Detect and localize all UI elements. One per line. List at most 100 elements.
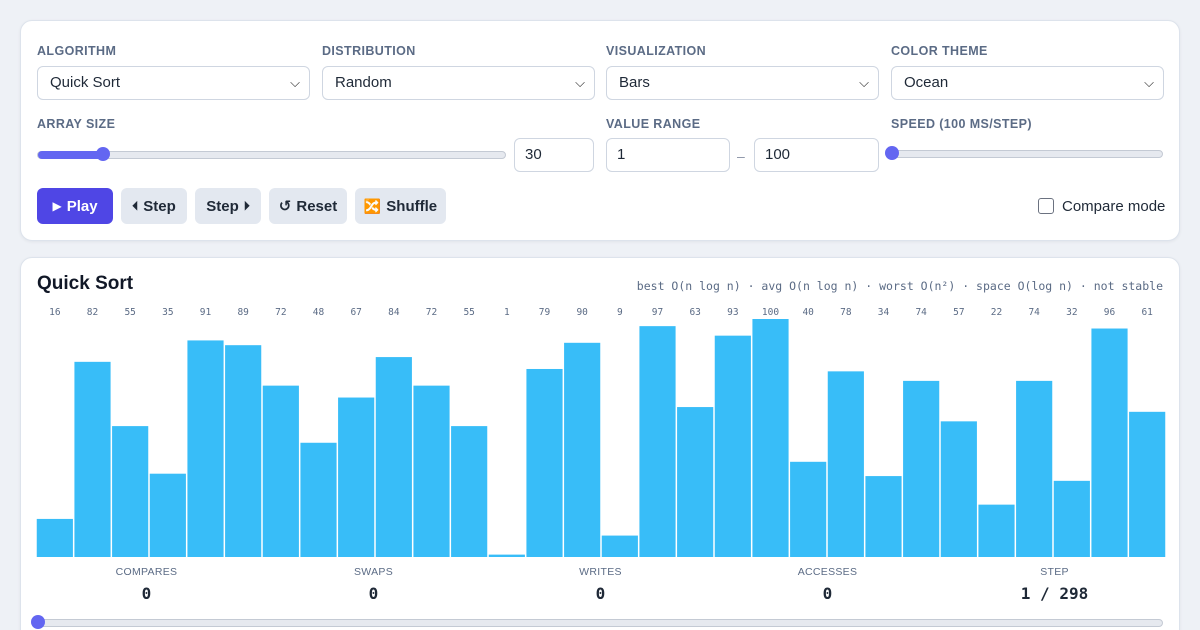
bar-value-label-22: 34 xyxy=(878,307,890,318)
bar-22 xyxy=(865,476,902,557)
bar-2 xyxy=(112,426,149,557)
bar-27 xyxy=(1053,480,1090,557)
stat-accesses: ACCESSES 0 xyxy=(714,566,941,603)
bar-value-label-18: 93 xyxy=(727,307,738,318)
bar-value-label-10: 72 xyxy=(426,307,437,318)
chevron-down-icon: ⌵ xyxy=(290,75,300,90)
reset-icon: ↺ xyxy=(278,198,292,215)
bar-value-label-11: 55 xyxy=(463,307,474,318)
speed-label: SPEED (100 MS/STEP) xyxy=(891,117,1032,131)
bar-value-label-9: 84 xyxy=(388,307,400,318)
bar-25 xyxy=(978,504,1015,557)
bar-11 xyxy=(451,426,488,557)
bar-0 xyxy=(36,518,73,557)
array-size-slider[interactable] xyxy=(37,147,506,161)
distribution-select-value: Random xyxy=(335,74,392,91)
bar-6 xyxy=(262,385,299,557)
play-button[interactable]: ▶ Play xyxy=(37,188,113,224)
bar-5 xyxy=(225,345,262,557)
visualization-panel: Quick Sort best O(n log n) · avg O(n log… xyxy=(20,257,1180,630)
stat-step: STEP 1 / 298 xyxy=(941,566,1168,603)
array-size-slider-thumb[interactable] xyxy=(96,147,111,161)
array-size-slider-fill xyxy=(38,151,104,159)
stat-writes: WRITES 0 xyxy=(487,566,714,603)
algorithm-label: ALGORITHM xyxy=(37,44,117,58)
bar-1 xyxy=(74,361,111,557)
step-back-button[interactable]: ⏴ Step xyxy=(121,188,187,224)
algorithm-select[interactable]: Quick Sort ⌵ xyxy=(37,66,310,100)
bar-29 xyxy=(1129,411,1166,557)
bar-3 xyxy=(149,473,186,557)
stat-accesses-label: ACCESSES xyxy=(797,566,858,578)
bar-value-label-27: 32 xyxy=(1066,307,1077,318)
bar-value-label-19: 100 xyxy=(762,307,779,318)
step-forward-button-label: Step xyxy=(206,197,239,215)
step-scrubber-thumb[interactable] xyxy=(31,615,45,629)
bar-value-label-17: 63 xyxy=(689,307,700,318)
compare-mode-label[interactable]: Compare mode xyxy=(1062,198,1166,215)
bar-17 xyxy=(677,407,714,557)
bar-value-label-23: 74 xyxy=(915,307,927,318)
stat-writes-value: 0 xyxy=(595,584,606,603)
value-range-min-input[interactable]: 1 xyxy=(606,138,730,172)
bar-value-label-25: 22 xyxy=(991,307,1002,318)
stat-writes-label: WRITES xyxy=(579,566,622,578)
step-scrubber[interactable] xyxy=(31,615,1163,629)
bar-value-label-6: 72 xyxy=(275,307,286,318)
caret-left-icon: ⏴ xyxy=(132,198,139,213)
bar-12 xyxy=(488,554,525,557)
visualization-label: VISUALIZATION xyxy=(606,44,707,58)
visualization-select-value: Bars xyxy=(619,74,650,91)
bar-26 xyxy=(1016,380,1053,557)
bar-value-label-7: 48 xyxy=(313,307,325,318)
reset-button[interactable]: ↺ Reset xyxy=(269,188,347,224)
step-forward-button[interactable]: Step ⏵ xyxy=(195,188,261,224)
bar-value-label-12: 1 xyxy=(504,307,510,318)
bar-value-label-4: 91 xyxy=(200,307,212,318)
distribution-select[interactable]: Random ⌵ xyxy=(322,66,595,100)
bar-14 xyxy=(564,342,601,557)
value-range-label: VALUE RANGE xyxy=(606,117,701,131)
bar-value-label-8: 67 xyxy=(350,307,361,318)
bar-value-label-5: 89 xyxy=(237,307,249,318)
shuffle-button[interactable]: 🔀 Shuffle xyxy=(355,188,446,224)
bars-chart: 16 82 55 35 91 89 72 48 67 84 72 55 1 79 90 9 97 63 93 100 4… xyxy=(36,307,1166,557)
shuffle-button-label: Shuffle xyxy=(386,197,438,215)
bar-23 xyxy=(903,380,940,557)
stat-swaps-value: 0 xyxy=(368,584,379,603)
controls-panel: ALGORITHM Quick Sort ⌵ DISTRIBUTION Rand… xyxy=(20,20,1180,241)
bar-value-label-29: 61 xyxy=(1141,307,1153,318)
bar-value-label-14: 90 xyxy=(576,307,588,318)
bar-13 xyxy=(526,368,563,557)
algorithm-select-value: Quick Sort xyxy=(50,74,121,91)
chevron-down-icon: ⌵ xyxy=(575,75,585,90)
color-theme-select[interactable]: Ocean ⌵ xyxy=(891,66,1164,100)
play-button-label: Play xyxy=(66,197,98,215)
array-size-input[interactable]: 30 xyxy=(514,138,594,172)
bar-value-label-0: 16 xyxy=(49,307,61,318)
stat-compares: COMPARES 0 xyxy=(33,566,260,603)
stat-swaps: SWAPS 0 xyxy=(260,566,487,603)
bar-value-label-16: 97 xyxy=(652,307,663,318)
speed-slider[interactable] xyxy=(885,146,1163,160)
bar-value-label-15: 9 xyxy=(617,307,623,318)
color-theme-select-value: Ocean xyxy=(904,74,949,91)
speed-slider-thumb[interactable] xyxy=(885,146,899,160)
bar-9 xyxy=(375,357,412,557)
bar-8 xyxy=(338,397,375,557)
algorithm-title: Quick Sort xyxy=(37,273,134,294)
value-range-max-input[interactable]: 100 xyxy=(754,138,879,172)
chevron-down-icon: ⌵ xyxy=(1144,75,1154,90)
visualization-select[interactable]: Bars ⌵ xyxy=(606,66,879,100)
bar-10 xyxy=(413,385,450,557)
complexity-summary: best O(n log n) · avg O(n log n) · worst… xyxy=(636,279,1163,293)
chevron-down-icon: ⌵ xyxy=(859,75,869,90)
bar-15 xyxy=(601,535,638,557)
bar-value-label-3: 35 xyxy=(162,307,173,318)
bar-value-label-13: 79 xyxy=(539,307,551,318)
bar-7 xyxy=(300,442,337,557)
compare-mode-checkbox[interactable] xyxy=(1038,198,1054,214)
bar-value-label-1: 82 xyxy=(87,307,98,318)
bar-4 xyxy=(187,340,224,557)
stat-compares-value: 0 xyxy=(141,584,152,603)
